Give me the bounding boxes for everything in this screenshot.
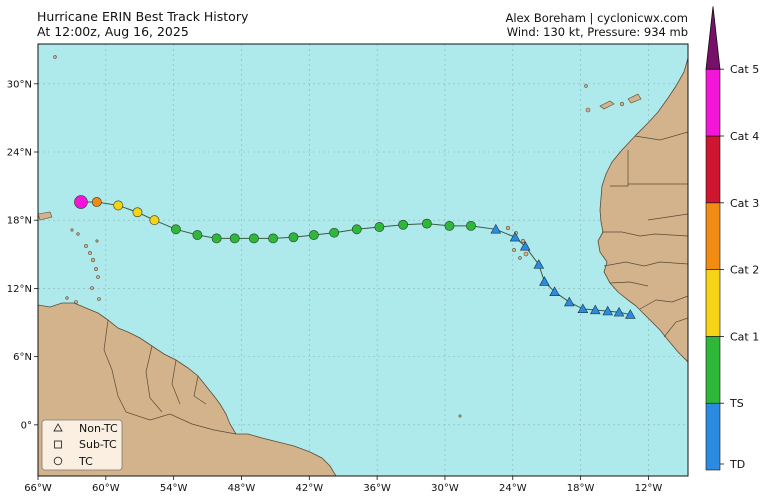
colorbar-segment (705, 68, 721, 137)
south-american-borders (103, 319, 237, 435)
track-point-tc (113, 200, 124, 211)
x-tick-label: 66°W (24, 483, 52, 494)
x-tick-label: 12°W (635, 483, 663, 494)
track-point-tc (466, 220, 476, 231)
colorbar-segment (705, 402, 721, 471)
track-point-tc (249, 233, 259, 244)
colorbar-segment (705, 135, 721, 204)
y-tick-label: 30°N (7, 79, 32, 90)
track-point-tc (374, 222, 385, 232)
african-borders (602, 131, 688, 338)
map-title: Hurricane ERIN Best Track History (37, 9, 249, 24)
y-tick-label: 12°N (7, 284, 32, 295)
track-point-non-tc (519, 240, 531, 251)
colorbar-extend-arrow (705, 6, 721, 70)
graticule (38, 44, 688, 476)
track-point-non-tc (625, 309, 636, 319)
track-point-tc (398, 219, 409, 230)
caribbean-islands (38, 211, 101, 304)
triangle-icon (53, 423, 63, 432)
symbol-legend: Non-TC Sub-TC TC (41, 419, 123, 471)
track-point-tc (308, 230, 319, 240)
track-points (74, 195, 636, 319)
y-tick-label: 24°N (7, 148, 32, 159)
track-point-non-tc (589, 304, 601, 315)
track-point-non-tc (539, 276, 550, 286)
x-tick-label: 42°W (295, 483, 323, 494)
legend-label-sub-tc: Sub-TC (79, 438, 117, 451)
track-point-tc (288, 232, 299, 243)
credit-text: Alex Boreham | cyclonicwx.com (505, 11, 688, 25)
y-tick-label: 6°N (13, 352, 32, 363)
colorbar-label: TD (729, 458, 745, 471)
x-tick-label: 48°W (228, 483, 256, 494)
intensity-text: Wind: 130 kt, Pressure: 934 mb (506, 25, 688, 39)
track-point-non-tc (602, 305, 614, 316)
track-point-non-tc (533, 259, 545, 269)
colorbar-label: Cat 2 (730, 264, 759, 277)
track-point-tc (149, 215, 160, 226)
x-tick-label: 36°W (363, 483, 391, 494)
map-timestamp: At 12:00z, Aug 16, 2025 (37, 24, 189, 39)
track-point-tc (421, 218, 432, 229)
track-point-tc (91, 197, 102, 207)
colorbar-segment (705, 269, 721, 337)
x-tick-label: 54°W (160, 483, 188, 494)
current-position-marker (74, 195, 88, 209)
colorbar-label: Cat 3 (730, 197, 759, 210)
colorbar-label: Cat 5 (730, 63, 759, 76)
track-point-non-tc (577, 303, 589, 314)
longitude-axis: 66°W 60°W 54°W 48°W 42°W 36°W 30°W 24°W 18°W 12°W (24, 476, 662, 494)
track-point-tc (268, 233, 279, 244)
track-point-non-tc (549, 286, 560, 296)
x-tick-label: 30°W (431, 483, 459, 494)
track-point-tc (351, 224, 362, 235)
atlantic-islands (53, 55, 642, 418)
track-point-non-tc (509, 231, 521, 242)
track-point-tc (229, 233, 240, 244)
colorbar-label: TS (729, 397, 744, 410)
y-tick-label: 18°N (7, 216, 32, 227)
track-point-tc (444, 220, 455, 231)
x-tick-label: 18°W (567, 483, 595, 494)
colorbar-label: Cat 1 (730, 330, 759, 343)
legend-label-non-tc: Non-TC (79, 422, 118, 435)
intensity-colorbar: TD TS Cat 1 Cat 2 Cat 3 Cat 4 Cat 5 (705, 6, 759, 471)
legend-label-tc: TC (78, 455, 93, 468)
x-tick-label: 24°W (499, 483, 527, 494)
track-point-tc (192, 230, 203, 240)
track-point-tc (211, 233, 222, 244)
land-west-africa (597, 57, 688, 363)
latitude-axis: 0° 6°N 12°N 18°N 24°N 30°N (7, 79, 38, 431)
colorbar-segment (705, 202, 721, 270)
colorbar-label: Cat 4 (730, 130, 759, 143)
track-point-tc (132, 207, 143, 218)
colorbar-segment (705, 336, 721, 404)
square-icon (54, 440, 62, 449)
circle-icon (53, 456, 63, 466)
map-frame (37, 43, 689, 477)
track-point-tc (171, 224, 181, 235)
y-tick-label: 0° (21, 420, 32, 431)
track-point-tc (329, 227, 340, 238)
track-point-non-tc (613, 306, 625, 317)
track-point-non-tc (490, 223, 502, 234)
x-tick-label: 60°W (92, 483, 120, 494)
track-point-non-tc (563, 296, 575, 307)
